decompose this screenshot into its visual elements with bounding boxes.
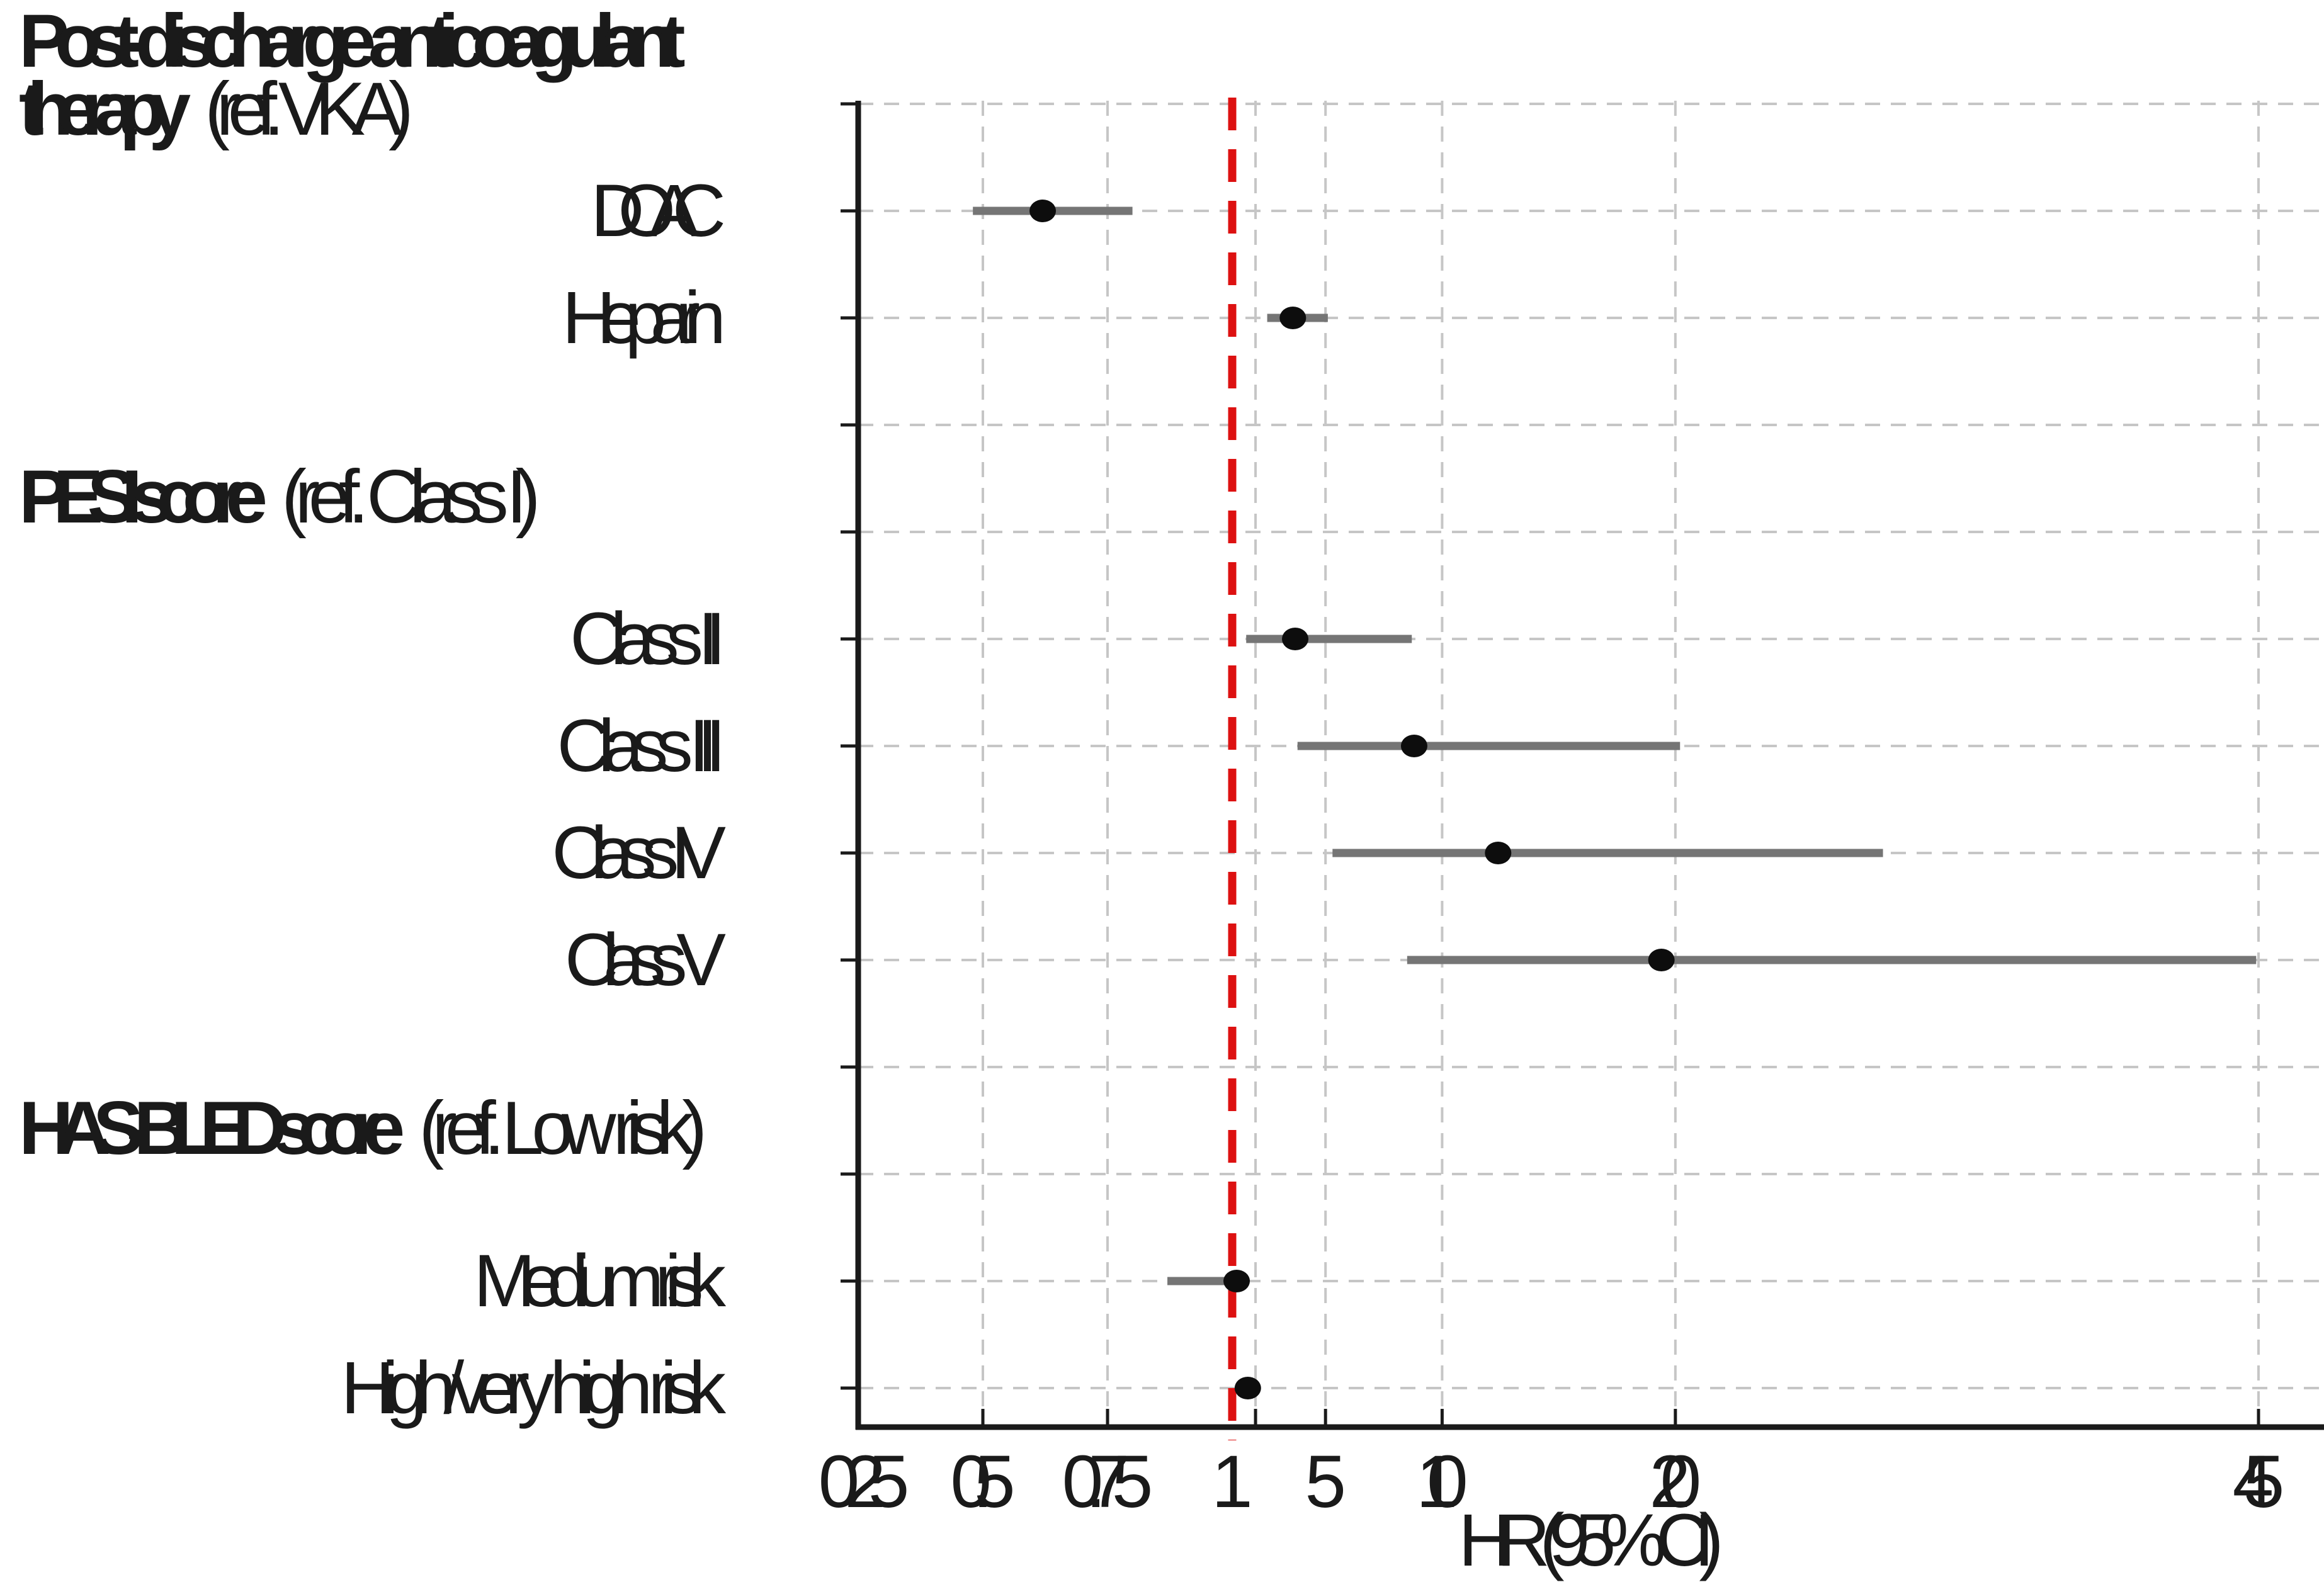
ci-bar-class-v — [1407, 956, 2257, 964]
group-header-bold: Post-discharge anticoagulant — [19, 0, 686, 83]
row-label-heparin: Heparin — [562, 276, 726, 359]
ci-bar-class-ii — [1246, 635, 1412, 643]
group-header-bold: PESI score — [19, 455, 268, 539]
x-tick-label: 10 — [1416, 1440, 1468, 1523]
point-class-ii — [1282, 628, 1309, 650]
x-tick-label: 0.75 — [1062, 1440, 1153, 1523]
row-label-medium-risk: Medium risk — [473, 1240, 727, 1323]
point-class-iv — [1485, 842, 1512, 864]
group-header-ref: (ref. Class I) — [281, 455, 541, 539]
group-header-ref: (ref. VKA) — [205, 67, 414, 151]
x-tick-label: 45 — [2233, 1440, 2285, 1523]
x-tick-label: 0.25 — [819, 1440, 910, 1523]
point-medium-risk — [1223, 1270, 1250, 1292]
point-class-iii — [1400, 735, 1427, 757]
row-label-high-very-high-risk: High/very high risk — [341, 1347, 727, 1430]
row-label-class-iv: Class IV — [552, 811, 726, 895]
x-axis-title: HR (95% CI) — [1458, 1499, 1723, 1582]
group-header-bold: HAS-BLED score — [19, 1086, 405, 1170]
ci-bar-class-iv — [1332, 849, 1883, 857]
row-label-doac: DOAC — [591, 169, 726, 252]
point-class-v — [1648, 949, 1675, 971]
group-header-bold: therapy — [19, 67, 191, 151]
x-tick-label: 1 — [1211, 1440, 1253, 1523]
point-doac — [1029, 200, 1057, 222]
row-label-class-v: Class V — [565, 918, 726, 1002]
point-heparin — [1279, 307, 1307, 329]
ci-bar-class-iii — [1297, 742, 1681, 750]
row-label-class-ii: Class II — [570, 597, 726, 681]
group-header-ref: (ref. Low risk) — [419, 1086, 707, 1170]
point-high-very-high-risk — [1234, 1377, 1261, 1399]
x-tick-label: 0.5 — [950, 1440, 1015, 1523]
row-label-class-iii: Class III — [557, 704, 727, 788]
x-tick-label: 5 — [1305, 1440, 1346, 1523]
x-tick-label: 20 — [1650, 1440, 1702, 1523]
